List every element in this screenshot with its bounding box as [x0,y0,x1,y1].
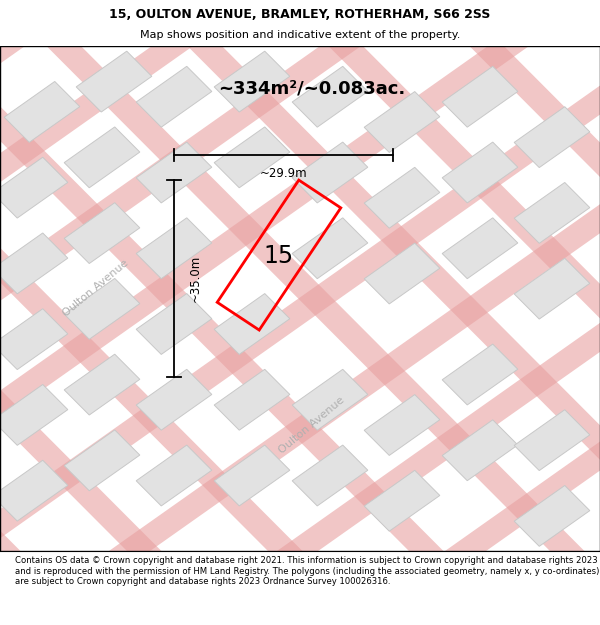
Polygon shape [0,309,68,369]
Text: ~35.0m: ~35.0m [189,255,202,302]
Text: Oulton Avenue: Oulton Avenue [277,395,347,455]
Polygon shape [0,460,68,521]
Polygon shape [74,345,600,625]
Polygon shape [64,127,140,188]
Polygon shape [0,0,472,198]
Text: ~29.9m: ~29.9m [260,168,307,181]
Polygon shape [136,369,212,430]
Polygon shape [136,294,212,354]
Polygon shape [0,66,600,625]
Polygon shape [364,471,440,531]
Polygon shape [292,218,368,279]
Polygon shape [364,243,440,304]
Polygon shape [64,202,140,264]
Polygon shape [442,66,518,127]
Polygon shape [0,0,333,59]
Polygon shape [0,0,600,546]
Polygon shape [364,394,440,456]
Text: Map shows position and indicative extent of the property.: Map shows position and indicative extent… [140,30,460,40]
Polygon shape [438,0,600,431]
Polygon shape [355,0,600,489]
Polygon shape [0,213,98,625]
Polygon shape [0,136,600,625]
Polygon shape [442,420,518,481]
Polygon shape [0,154,181,625]
Polygon shape [514,486,590,546]
Polygon shape [64,430,140,491]
Polygon shape [0,0,600,477]
Polygon shape [0,0,403,129]
Text: 15, OULTON AVENUE, BRAMLEY, ROTHERHAM, S66 2SS: 15, OULTON AVENUE, BRAMLEY, ROTHERHAM, S… [109,8,491,21]
Polygon shape [292,369,368,430]
Polygon shape [272,0,600,548]
Polygon shape [0,271,15,625]
Polygon shape [292,142,368,203]
Polygon shape [0,0,600,407]
Polygon shape [442,344,518,405]
Polygon shape [0,384,68,446]
Polygon shape [143,415,600,625]
Polygon shape [364,92,440,152]
Polygon shape [214,445,290,506]
Polygon shape [0,38,346,625]
Polygon shape [214,369,290,430]
Polygon shape [4,81,80,142]
Polygon shape [214,127,290,188]
Polygon shape [0,0,541,268]
Text: Contains OS data © Crown copyright and database right 2021. This information is : Contains OS data © Crown copyright and d… [15,556,599,586]
Polygon shape [0,96,263,625]
Polygon shape [136,218,212,279]
Polygon shape [0,206,600,625]
Polygon shape [136,66,212,127]
Polygon shape [64,278,140,339]
Polygon shape [5,276,600,625]
Polygon shape [514,107,590,168]
Polygon shape [214,294,290,354]
Text: ~334m²/~0.083ac.: ~334m²/~0.083ac. [218,79,406,97]
Polygon shape [136,445,212,506]
Polygon shape [514,410,590,471]
Polygon shape [136,142,212,203]
Polygon shape [214,51,290,112]
Text: 15: 15 [264,244,294,268]
Polygon shape [292,66,368,127]
Polygon shape [0,158,68,218]
Polygon shape [364,168,440,228]
Polygon shape [0,233,68,294]
Polygon shape [64,354,140,415]
Polygon shape [107,0,600,625]
Polygon shape [24,0,600,625]
Polygon shape [0,0,600,338]
Polygon shape [190,0,600,606]
Polygon shape [0,0,429,625]
Polygon shape [0,0,512,625]
Polygon shape [514,258,590,319]
Polygon shape [442,218,518,279]
Polygon shape [442,142,518,203]
Text: Oulton Avenue: Oulton Avenue [61,258,131,319]
Polygon shape [292,445,368,506]
